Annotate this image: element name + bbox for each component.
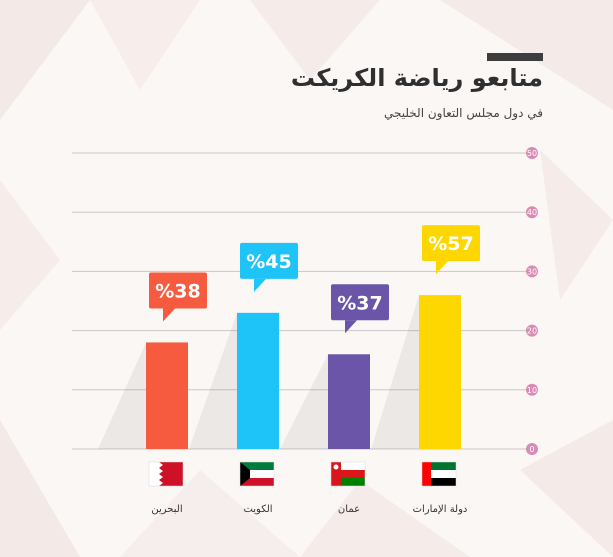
bar-shadow — [189, 312, 237, 449]
y-tick-marker — [526, 206, 538, 219]
chart-title: متابعو رياضة الكريكت — [290, 64, 543, 92]
y-tick-marker — [526, 147, 538, 159]
data-label: %37 — [337, 292, 382, 314]
background-triangle — [300, 480, 470, 557]
bar — [146, 342, 188, 449]
data-label: %45 — [246, 251, 291, 273]
data-label-pointer — [345, 320, 357, 334]
bar — [419, 295, 461, 449]
y-tick-marker — [526, 443, 538, 455]
oman-flag-icon — [330, 461, 366, 487]
data-label-bubble — [331, 284, 389, 321]
kuwait-flag-icon — [239, 461, 275, 487]
data-label-pointer — [163, 308, 175, 322]
data-label-bubble — [422, 225, 480, 262]
background-triangle — [540, 150, 613, 300]
category-label: البحرين — [151, 504, 182, 515]
bar-shadow — [280, 354, 328, 449]
data-label-bubble — [149, 272, 207, 309]
y-tick-marker — [526, 324, 538, 337]
data-label-pointer — [436, 261, 448, 275]
title-accent-bar — [487, 53, 543, 61]
background-triangle — [120, 470, 300, 557]
bar-shadow — [98, 342, 146, 449]
y-tick-marker — [526, 383, 538, 396]
background-triangle — [0, 420, 80, 557]
background-triangle — [520, 420, 613, 557]
y-tick-marker — [526, 265, 538, 278]
bar-shadow — [371, 295, 419, 449]
background-triangle — [250, 0, 380, 80]
category-label: عمان — [338, 504, 360, 515]
background-triangle — [90, 0, 200, 90]
bahrain-flag-icon — [148, 461, 184, 487]
bar — [237, 312, 279, 449]
uae-flag-icon — [421, 461, 457, 487]
y-tick-label: 40 — [527, 208, 537, 217]
data-label: %57 — [428, 233, 473, 255]
bar — [328, 354, 370, 449]
data-label-pointer — [254, 278, 266, 292]
category-label: الكويت — [243, 504, 272, 515]
y-tick-label: 30 — [527, 267, 537, 276]
data-label-bubble — [240, 242, 298, 279]
category-label: دولة الإمارات — [413, 504, 468, 515]
y-tick-label: 50 — [527, 149, 537, 158]
y-tick-label: 20 — [527, 327, 537, 336]
data-label: %38 — [155, 280, 200, 302]
background-triangle — [0, 180, 60, 330]
chart-subtitle: في دول مجلس التعاون الخليجي — [383, 106, 543, 120]
y-tick-label: 0 — [529, 445, 534, 454]
y-tick-label: 10 — [527, 386, 537, 395]
background-triangle — [0, 0, 90, 120]
